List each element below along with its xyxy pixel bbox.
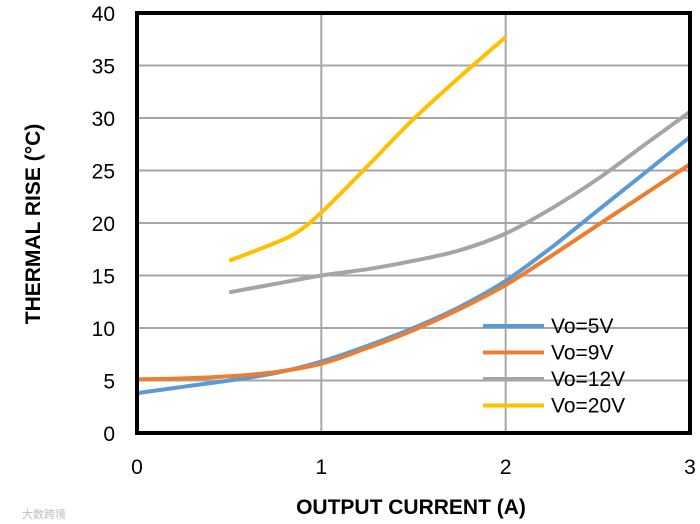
x-tick-label: 1 <box>315 456 327 479</box>
legend-label-vo-20v: Vo=20V <box>551 395 625 418</box>
y-tick-label: 10 <box>92 318 115 341</box>
x-axis-title: OUTPUT CURRENT (A) <box>296 496 526 519</box>
y-tick-label: 35 <box>92 56 115 79</box>
plot-frame <box>135 11 692 435</box>
legend-label-vo-9v: Vo=9V <box>551 342 613 365</box>
legend-label-vo-5v: Vo=5V <box>551 315 613 338</box>
x-tick-label: 0 <box>131 456 143 479</box>
y-tick-label: 25 <box>92 161 115 184</box>
watermark: 大数跨境 <box>22 507 66 521</box>
legend: Vo=5V Vo=9V Vo=12V Vo=20V <box>483 315 625 418</box>
series-lines <box>136 35 692 396</box>
x-tick-label: 3 <box>684 456 696 479</box>
x-tick-labels: 0 1 2 3 <box>131 456 696 479</box>
y-tick-labels: 0 5 10 15 20 25 30 35 40 <box>92 3 115 446</box>
y-tick-label: 5 <box>103 371 115 394</box>
y-tick-label: 20 <box>92 213 115 236</box>
series-line-vo-12v <box>228 110 692 295</box>
legend-label-vo-12v: Vo=12V <box>551 368 625 391</box>
y-tick-label: 0 <box>103 423 115 446</box>
x-tick-label: 2 <box>500 456 512 479</box>
y-tick-label: 15 <box>92 266 115 289</box>
series-line-vo-9v <box>136 162 692 382</box>
y-axis-title: THERMAL RISE (°C) <box>22 124 45 325</box>
y-tick-label: 40 <box>92 3 115 26</box>
series-line-vo-20v <box>228 35 508 263</box>
y-tick-label: 30 <box>92 108 115 131</box>
